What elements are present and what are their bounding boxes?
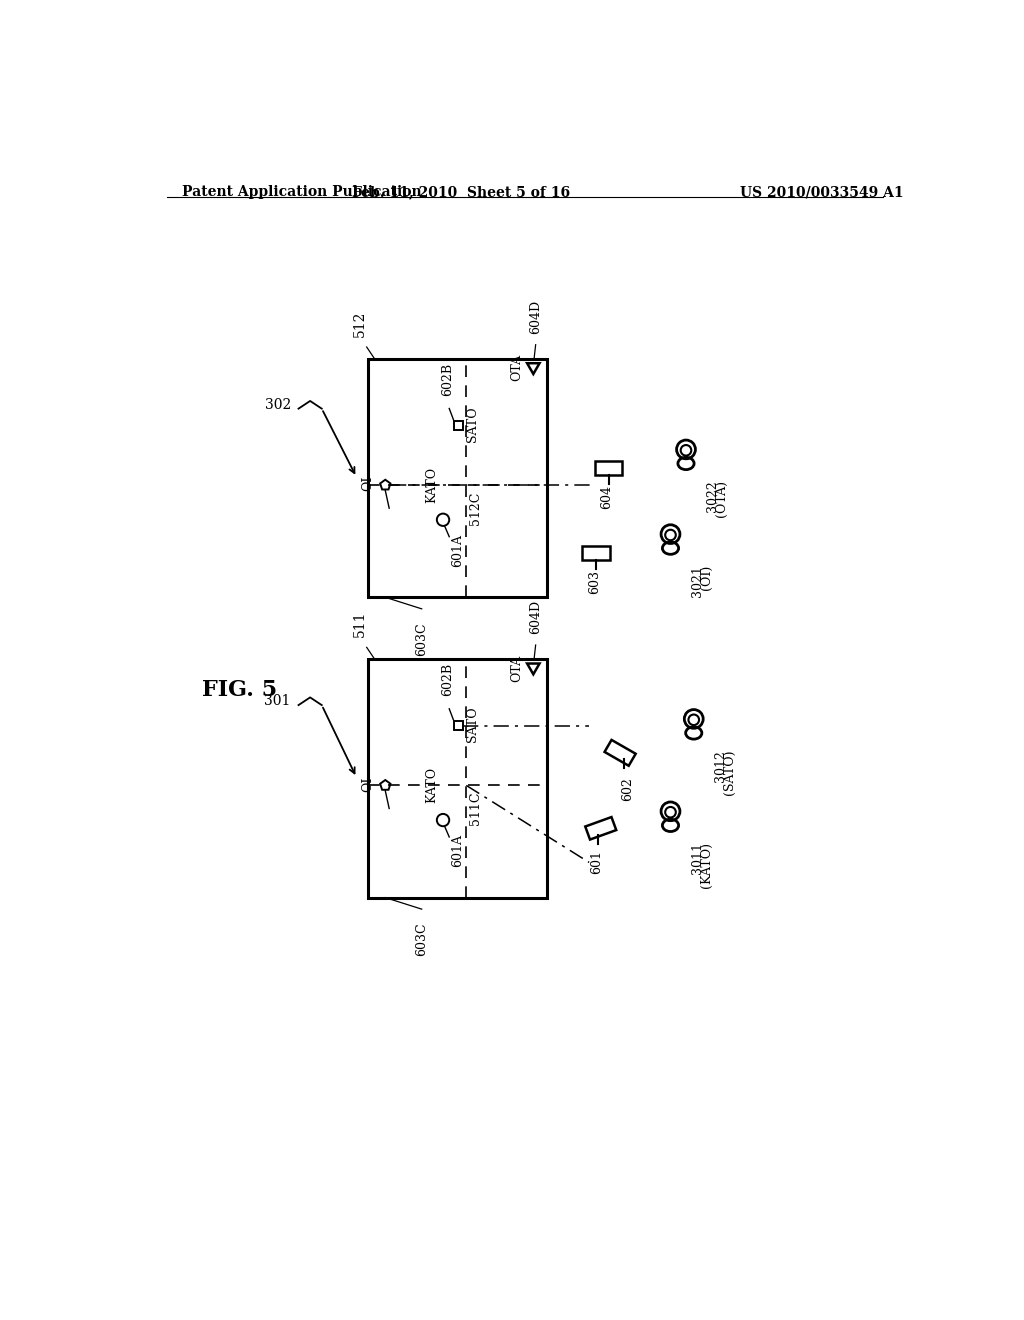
Text: 3011: 3011 — [690, 842, 703, 874]
Bar — [369, 359, 547, 598]
Text: 601A: 601A — [451, 533, 464, 566]
Text: KATO: KATO — [426, 467, 438, 503]
Text: (OTA): (OTA) — [716, 480, 728, 517]
Text: US 2010/0033549 A1: US 2010/0033549 A1 — [740, 185, 904, 199]
Text: OTA: OTA — [510, 655, 523, 681]
Text: (OI): (OI) — [700, 565, 713, 590]
Text: Feb. 11, 2010  Sheet 5 of 16: Feb. 11, 2010 Sheet 5 of 16 — [352, 185, 570, 199]
Text: 602: 602 — [622, 777, 635, 801]
Text: 3021: 3021 — [690, 565, 703, 597]
Text: 604D: 604D — [529, 601, 542, 635]
Text: 512C: 512C — [469, 491, 482, 524]
Text: 603C: 603C — [415, 622, 428, 656]
Text: 601A: 601A — [451, 834, 464, 867]
Text: OTA: OTA — [510, 354, 523, 381]
Text: KATO: KATO — [426, 767, 438, 803]
Text: (KATO): (KATO) — [700, 842, 713, 888]
Text: 511: 511 — [352, 611, 367, 638]
Text: 604: 604 — [600, 484, 613, 510]
Text: OI: OI — [361, 477, 375, 491]
Bar — [369, 659, 547, 898]
Bar — [454, 721, 463, 730]
Text: 301: 301 — [264, 694, 291, 709]
Text: 603C: 603C — [415, 923, 428, 956]
Text: OI: OI — [361, 776, 375, 792]
Text: 603: 603 — [588, 570, 601, 594]
Text: (SATO): (SATO) — [723, 750, 736, 795]
Text: 3012: 3012 — [714, 750, 727, 781]
Text: 602B: 602B — [441, 664, 455, 697]
Text: 302: 302 — [264, 397, 291, 412]
Text: 512: 512 — [352, 310, 367, 337]
Text: SATO: SATO — [466, 407, 479, 442]
Text: Patent Application Publication: Patent Application Publication — [182, 185, 422, 199]
Text: 602B: 602B — [441, 363, 455, 396]
Text: 3022: 3022 — [707, 480, 719, 512]
Bar — [454, 421, 463, 430]
Text: 511C: 511C — [469, 792, 482, 825]
Text: FIG. 5: FIG. 5 — [202, 678, 276, 701]
Text: 604D: 604D — [529, 300, 542, 334]
Text: SATO: SATO — [466, 706, 479, 742]
Text: 601: 601 — [591, 850, 603, 874]
